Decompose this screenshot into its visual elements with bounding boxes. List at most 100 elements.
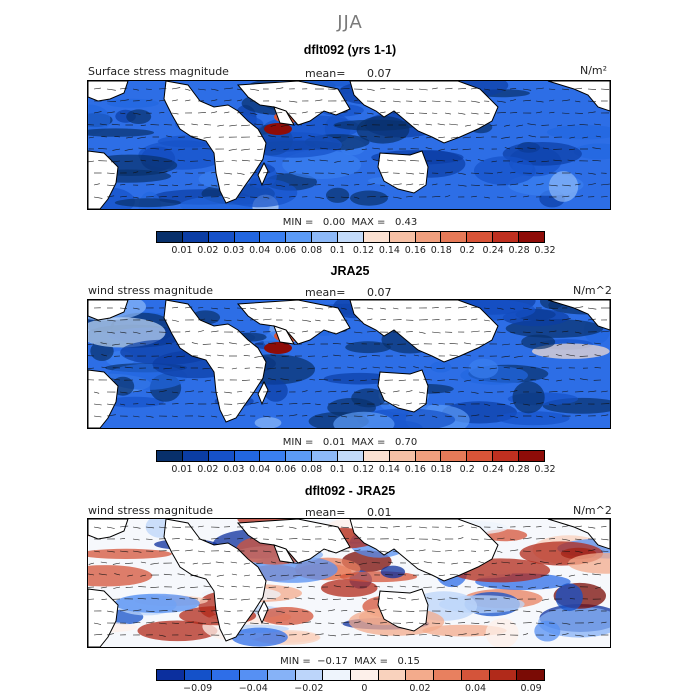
stress-vector bbox=[426, 597, 433, 600]
colorbar-tick-label: 0 bbox=[361, 683, 368, 694]
stress-vector bbox=[522, 403, 530, 406]
stress-vector bbox=[242, 585, 251, 588]
stress-vector bbox=[314, 111, 324, 114]
stress-contour bbox=[430, 361, 452, 373]
landmass bbox=[377, 150, 429, 194]
stress-vector bbox=[301, 172, 309, 174]
colorbar-swatch bbox=[182, 451, 209, 461]
stress-vector bbox=[166, 379, 173, 381]
stress-vector bbox=[516, 124, 524, 127]
stress-vector bbox=[372, 159, 381, 162]
stress-vector bbox=[119, 331, 127, 334]
stress-vector bbox=[478, 561, 485, 564]
stress-vector bbox=[366, 550, 374, 553]
stress-vector bbox=[449, 123, 459, 126]
stress-vector bbox=[501, 136, 511, 139]
stress-vector bbox=[106, 633, 114, 636]
stress-vector bbox=[190, 586, 199, 588]
landmass bbox=[88, 588, 119, 647]
stress-vector bbox=[457, 391, 464, 393]
stress-vector bbox=[210, 415, 218, 418]
stress-vector bbox=[418, 183, 425, 186]
stress-vector bbox=[509, 112, 518, 114]
stress-vector bbox=[366, 183, 375, 186]
stress-contour bbox=[88, 104, 111, 135]
stress-vector bbox=[171, 415, 178, 418]
stress-vector bbox=[210, 319, 218, 322]
stress-vector bbox=[184, 183, 193, 186]
stress-vector bbox=[153, 343, 160, 345]
stress-vector bbox=[509, 331, 516, 334]
stress-vector bbox=[145, 610, 155, 612]
stress-vector bbox=[501, 561, 511, 564]
stress-vector bbox=[101, 354, 108, 357]
stress-vector bbox=[166, 135, 173, 138]
stress-vector bbox=[529, 573, 537, 576]
stress-vector bbox=[106, 88, 116, 91]
stress-vector bbox=[307, 343, 316, 346]
stress-vector bbox=[132, 550, 142, 553]
stress-vector bbox=[548, 330, 557, 333]
stress-vector bbox=[93, 633, 103, 636]
stress-vector bbox=[483, 538, 492, 540]
stress-vector bbox=[543, 355, 550, 357]
stress-vector bbox=[202, 562, 212, 565]
stress-vector bbox=[483, 415, 490, 417]
stress-vector bbox=[93, 196, 103, 199]
stress-vector bbox=[223, 99, 232, 102]
stress-vector bbox=[223, 633, 232, 636]
stress-vector bbox=[541, 160, 550, 163]
panel-1-colorbar-ticks: 0.01 0.02 0.03 0.04 0.06 0.08 0.1 0.12 0.14 0.16 0… bbox=[156, 245, 555, 257]
stress-vector bbox=[530, 379, 537, 381]
stress-vector bbox=[241, 124, 251, 127]
stress-vector bbox=[295, 123, 303, 126]
colorbar-tick-label: 0.04 bbox=[249, 245, 271, 256]
panel-2-map bbox=[87, 299, 611, 429]
stress-vector bbox=[236, 172, 245, 175]
colorbar-swatch bbox=[338, 232, 364, 242]
stress-vector bbox=[530, 367, 537, 369]
stress-vector bbox=[140, 159, 147, 162]
stress-vector bbox=[236, 99, 243, 102]
stress-vector bbox=[125, 562, 134, 564]
stress-vector bbox=[451, 562, 459, 565]
stress-vector bbox=[184, 609, 194, 612]
stress-vector bbox=[314, 307, 324, 310]
colorbar-tick-label: 0.24 bbox=[482, 464, 504, 475]
stress-vector bbox=[332, 148, 342, 150]
stress-vector bbox=[114, 136, 121, 138]
stress-vector bbox=[191, 123, 199, 126]
stress-vector bbox=[254, 355, 264, 358]
stress-vector bbox=[293, 574, 303, 577]
stress-vector bbox=[509, 622, 516, 625]
stress-vector bbox=[231, 367, 238, 370]
stress-vector bbox=[387, 159, 394, 162]
stress-vector bbox=[478, 379, 485, 381]
stress-vector bbox=[106, 526, 115, 529]
stress-vector bbox=[346, 598, 355, 600]
stress-vector bbox=[197, 622, 207, 624]
stress-vector bbox=[517, 160, 524, 163]
stress-vector bbox=[410, 160, 420, 162]
panel-1-mean-label: mean= bbox=[305, 67, 346, 80]
stress-vector bbox=[288, 414, 298, 417]
stress-vector bbox=[418, 414, 426, 417]
stress-vector bbox=[262, 415, 271, 418]
stress-vector bbox=[275, 634, 285, 637]
stress-vector bbox=[438, 136, 446, 139]
stress-vector bbox=[249, 622, 259, 624]
stress-vector bbox=[301, 390, 308, 393]
stress-vector bbox=[535, 172, 544, 174]
stress-vector bbox=[177, 573, 186, 576]
stress-vector bbox=[509, 318, 517, 321]
stress-vector bbox=[360, 135, 368, 138]
stress-vector bbox=[184, 403, 194, 405]
stress-vector bbox=[483, 88, 491, 91]
stress-vector bbox=[477, 123, 485, 126]
stress-vector bbox=[267, 367, 277, 370]
stress-contour bbox=[532, 343, 610, 359]
stress-vector bbox=[308, 148, 316, 151]
stress-vector bbox=[93, 391, 100, 394]
stress-vector bbox=[556, 574, 563, 577]
stress-vector bbox=[210, 111, 218, 114]
